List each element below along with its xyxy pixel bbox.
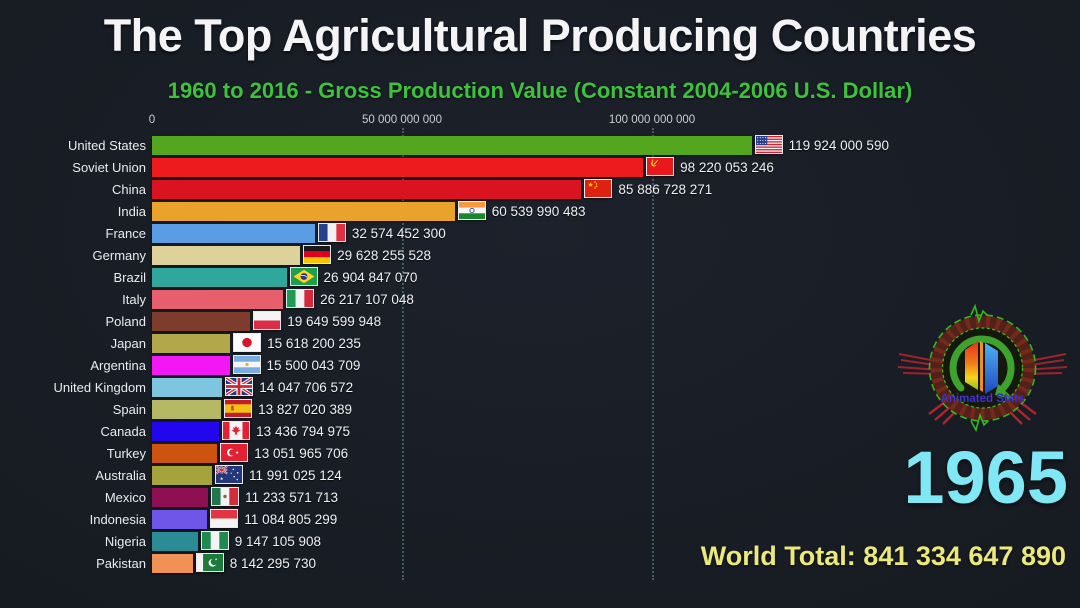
flag-canada-icon <box>222 421 251 440</box>
bar-value: 13 436 794 975 <box>256 424 351 439</box>
bar-value: 9 147 105 908 <box>234 534 322 549</box>
flag-japan-icon <box>233 333 262 352</box>
bar-value: 13 051 965 706 <box>254 446 349 461</box>
bar-chart-plot-area: 0 50 000 000 000 100 000 000 000 United St… <box>54 114 1072 598</box>
bar <box>152 356 230 375</box>
country-label: Japan <box>110 336 146 351</box>
flag-spain-icon <box>224 399 253 418</box>
country-label: China <box>112 182 146 197</box>
world-total: World Total: 841 334 647 890 <box>701 541 1066 572</box>
bar <box>152 136 752 155</box>
animated-stats-logo: Animated Stats <box>895 296 1070 446</box>
flag-poland-icon <box>253 311 282 330</box>
bar <box>152 158 644 177</box>
bar-value: 29 628 255 528 <box>337 248 431 263</box>
flag-italy-icon <box>286 289 315 308</box>
country-label: France <box>105 226 146 241</box>
logo-wings-icon <box>897 353 1068 375</box>
logo-badge-icon: Animated Stats <box>897 303 1068 433</box>
flag-australia-icon <box>214 465 243 484</box>
bar-value: 11 991 025 124 <box>248 468 342 483</box>
bar <box>152 180 582 199</box>
bar-value: 85 886 728 271 <box>618 182 713 197</box>
bar-value: 14 047 706 572 <box>259 380 354 395</box>
country-label: Italy <box>122 292 146 307</box>
bar <box>152 400 222 419</box>
bar-value: 15 500 043 709 <box>266 358 361 373</box>
flag-united-states-icon <box>754 135 783 154</box>
flag-soviet-union-icon <box>646 157 675 176</box>
bar <box>152 334 231 353</box>
flag-india-icon <box>457 201 486 220</box>
bar-value: 11 233 571 713 <box>245 490 338 505</box>
bar <box>152 290 284 309</box>
flag-brazil-icon <box>289 267 318 286</box>
bar <box>152 532 198 551</box>
year-display: 1965 <box>903 436 1068 519</box>
bar <box>152 422 220 441</box>
bar-value: 11 084 805 299 <box>244 512 338 527</box>
bar <box>152 202 455 221</box>
flag-mexico-icon <box>211 487 240 506</box>
country-label: Pakistan <box>96 556 146 571</box>
flag-france-icon <box>317 223 346 242</box>
world-total-label: World Total: <box>700 541 856 571</box>
country-label: Canada <box>100 424 146 439</box>
bar <box>152 246 301 265</box>
flag-nigeria-icon <box>200 531 229 550</box>
bar <box>152 268 287 287</box>
country-label: Indonesia <box>89 512 146 527</box>
bar-value: 8 142 295 730 <box>229 556 317 571</box>
country-label: India <box>117 204 146 219</box>
gridline <box>402 128 404 580</box>
country-label: Turkey <box>106 446 146 461</box>
country-label: Germany <box>92 248 146 263</box>
country-label: Australia <box>95 468 146 483</box>
bar-value: 32 574 452 300 <box>351 226 446 241</box>
bar <box>152 488 209 507</box>
logo-text: Animated Stats <box>941 393 1025 405</box>
bar-value: 19 649 599 948 <box>287 314 382 329</box>
country-label: Argentina <box>90 358 146 373</box>
country-label: Poland <box>105 314 146 329</box>
bar-value: 13 827 020 389 <box>258 402 352 417</box>
x-axis-tick-label: 0 <box>148 114 156 126</box>
bar-value: 26 904 847 070 <box>323 270 418 285</box>
bar <box>152 554 193 573</box>
flag-turkey-icon <box>220 443 249 462</box>
flag-china-icon <box>584 179 613 198</box>
bar <box>152 224 315 243</box>
bar-value: 15 618 200 235 <box>267 336 361 351</box>
chart-title: The Top Agricultural Producing Countries <box>103 10 977 61</box>
bar <box>152 378 223 397</box>
flag-united-kingdom-icon <box>225 377 254 396</box>
bar <box>152 466 212 485</box>
flag-argentina-icon <box>232 355 261 374</box>
flag-germany-icon <box>303 245 332 264</box>
bar-value: 26 217 107 048 <box>320 292 414 307</box>
bar <box>152 444 218 463</box>
bar-value: 119 924 000 590 <box>788 138 889 153</box>
country-label: United Kingdom <box>53 380 147 395</box>
country-label: Nigeria <box>104 534 146 549</box>
gridline <box>652 128 654 580</box>
flag-pakistan-icon <box>195 553 224 572</box>
chart-subtitle: 1960 to 2016 - Gross Production Value (C… <box>167 78 913 103</box>
bar-value: 60 539 990 483 <box>491 204 586 219</box>
country-label: Soviet Union <box>72 160 146 175</box>
x-axis-tick-label: 100 000 000 000 <box>608 114 696 126</box>
bar-value: 98 220 053 246 <box>680 160 774 175</box>
country-label: Spain <box>112 402 146 417</box>
bar <box>152 510 208 529</box>
country-label: Mexico <box>104 490 146 505</box>
country-label: United States <box>67 138 146 153</box>
world-total-value: 841 334 647 890 <box>863 541 1066 571</box>
flag-indonesia-icon <box>210 509 239 528</box>
x-axis-tick-label: 50 000 000 000 <box>362 114 442 126</box>
country-label: Brazil <box>113 270 146 285</box>
bar <box>152 312 251 331</box>
